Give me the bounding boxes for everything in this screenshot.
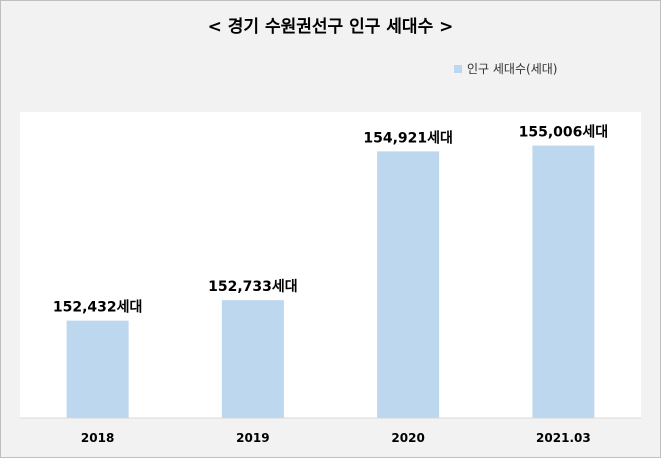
data-label-2021.03: 155,006세대 xyxy=(519,125,609,141)
data-label-2019: 152,733세대 xyxy=(208,279,298,295)
x-tick-label-2019: 2019 xyxy=(236,431,269,445)
legend: 인구 세대수(세대) xyxy=(454,60,557,77)
data-label-2020: 154,921세대 xyxy=(363,130,453,146)
data-label-2018: 152,432세대 xyxy=(53,300,143,316)
x-tick-label-2021.03: 2021.03 xyxy=(536,431,591,445)
bar-2021.03 xyxy=(532,145,595,419)
x-tick-label-2020: 2020 xyxy=(391,431,424,445)
x-tick-label-2018: 2018 xyxy=(81,431,114,445)
legend-label: 인구 세대수(세대) xyxy=(467,62,558,76)
legend-swatch xyxy=(454,64,462,73)
bar-2018 xyxy=(66,320,129,418)
chart-title: < 경기 수원권선구 인구 세대수 > xyxy=(207,17,454,37)
bar-2020 xyxy=(377,151,440,418)
bar-2019 xyxy=(221,300,284,418)
